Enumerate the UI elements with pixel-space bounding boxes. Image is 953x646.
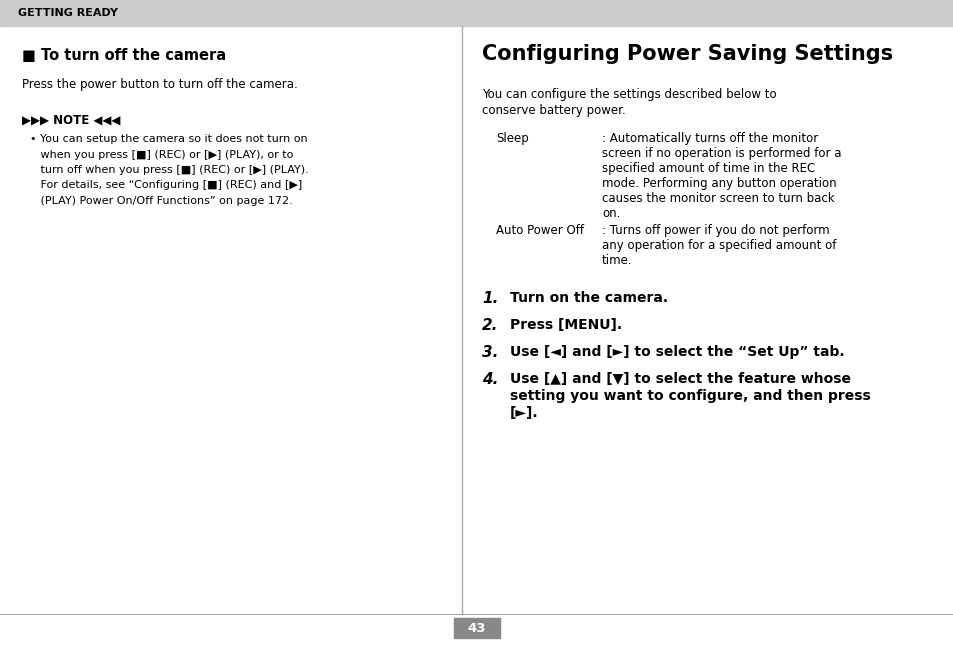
Text: conserve battery power.: conserve battery power. [481,104,625,117]
Bar [454,618,499,638]
Bar [0,0,953,26]
Text: ■ To turn off the camera: ■ To turn off the camera [22,48,226,63]
Text: Turn on the camera.: Turn on the camera. [510,291,667,305]
Text: Press the power button to turn off the camera.: Press the power button to turn off the c… [22,78,297,91]
Text: (PLAY) Power On/Off Functions” on page 172.: (PLAY) Power On/Off Functions” on page 1… [30,196,293,206]
Text: when you press [■] (REC) or [▶] (PLAY), or to: when you press [■] (REC) or [▶] (PLAY), … [30,149,294,160]
Text: [►].: [►]. [510,406,538,420]
Text: turn off when you press [■] (REC) or [▶] (PLAY).: turn off when you press [■] (REC) or [▶]… [30,165,309,175]
Text: 3.: 3. [481,345,497,360]
Text: specified amount of time in the REC: specified amount of time in the REC [601,162,815,175]
Text: 43: 43 [467,621,486,634]
Text: 1.: 1. [481,291,497,306]
Text: 4.: 4. [481,372,497,387]
Text: 2.: 2. [481,318,497,333]
Text: : Turns off power if you do not perform: : Turns off power if you do not perform [601,224,829,237]
Text: For details, see “Configuring [■] (REC) and [▶]: For details, see “Configuring [■] (REC) … [30,180,302,191]
Text: Press [MENU].: Press [MENU]. [510,318,621,332]
Text: screen if no operation is performed for a: screen if no operation is performed for … [601,147,841,160]
Text: time.: time. [601,254,632,267]
Text: Use [◄] and [►] to select the “Set Up” tab.: Use [◄] and [►] to select the “Set Up” t… [510,345,843,359]
Text: setting you want to configure, and then press: setting you want to configure, and then … [510,389,870,403]
Text: GETTING READY: GETTING READY [18,8,118,18]
Text: Sleep: Sleep [496,132,528,145]
Text: Use [▲] and [▼] to select the feature whose: Use [▲] and [▼] to select the feature wh… [510,372,850,386]
Text: • You can setup the camera so it does not turn on: • You can setup the camera so it does no… [30,134,307,144]
Text: ▶▶▶ NOTE ◀◀◀: ▶▶▶ NOTE ◀◀◀ [22,114,120,127]
Text: : Automatically turns off the monitor: : Automatically turns off the monitor [601,132,818,145]
Text: any operation for a specified amount of: any operation for a specified amount of [601,239,836,252]
Text: You can configure the settings described below to: You can configure the settings described… [481,88,776,101]
Text: on.: on. [601,207,619,220]
Text: causes the monitor screen to turn back: causes the monitor screen to turn back [601,192,834,205]
Text: Configuring Power Saving Settings: Configuring Power Saving Settings [481,44,892,64]
Text: mode. Performing any button operation: mode. Performing any button operation [601,177,836,190]
Text: Auto Power Off: Auto Power Off [496,224,583,237]
